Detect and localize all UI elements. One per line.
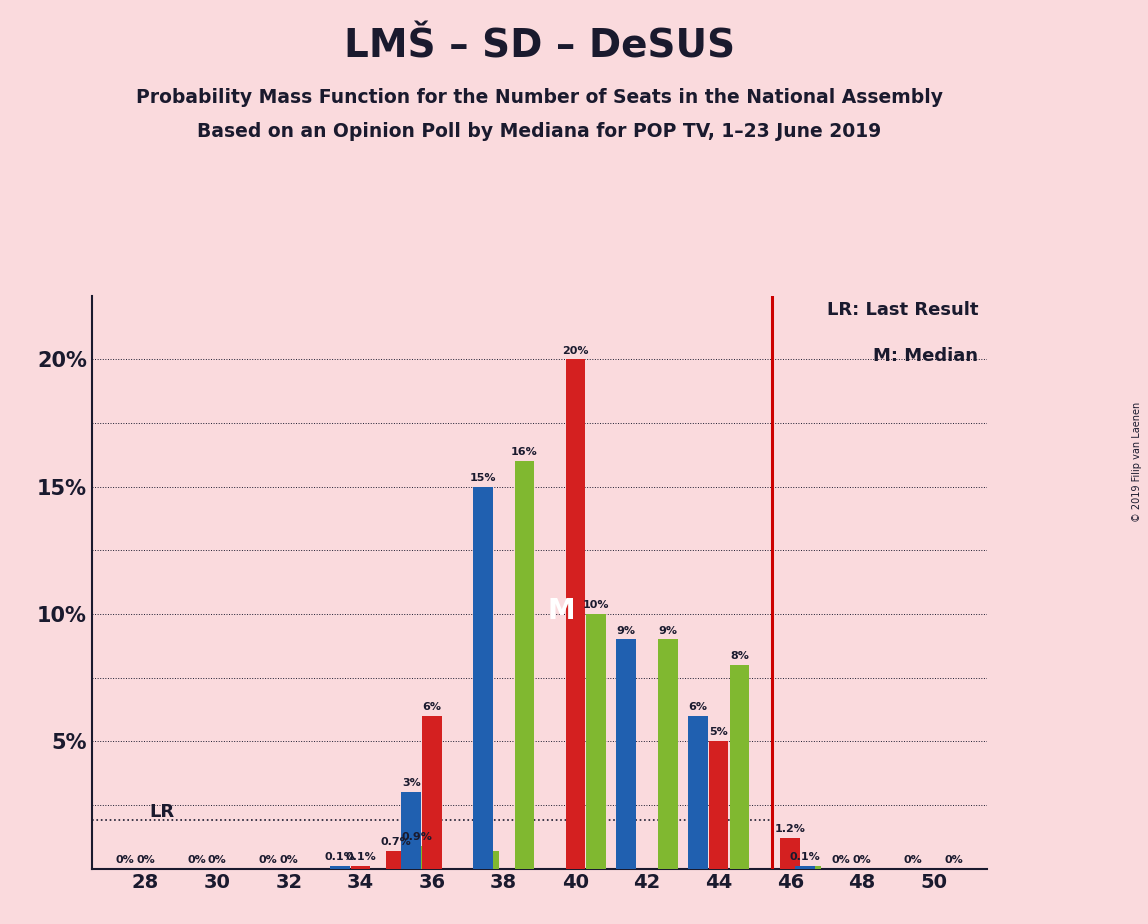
- Bar: [479, 851, 498, 869]
- Text: Probability Mass Function for the Number of Seats in the National Assembly: Probability Mass Function for the Number…: [137, 88, 943, 107]
- Text: 0%: 0%: [853, 855, 871, 865]
- Text: 0.1%: 0.1%: [346, 852, 375, 862]
- Text: 0%: 0%: [258, 855, 278, 865]
- Text: 0.1%: 0.1%: [325, 852, 355, 862]
- Text: 1.2%: 1.2%: [775, 824, 806, 834]
- Text: © 2019 Filip van Laenen: © 2019 Filip van Laenen: [1132, 402, 1142, 522]
- Text: M: M: [548, 598, 575, 626]
- Bar: [708, 741, 729, 869]
- Bar: [658, 639, 677, 869]
- Text: 0%: 0%: [832, 855, 851, 865]
- Bar: [801, 866, 821, 869]
- Text: 6%: 6%: [689, 702, 707, 712]
- Bar: [781, 838, 800, 869]
- Text: 8%: 8%: [730, 651, 748, 661]
- Text: 20%: 20%: [563, 346, 589, 356]
- Text: LMŠ – SD – DeSUS: LMŠ – SD – DeSUS: [344, 28, 735, 66]
- Bar: [796, 866, 815, 869]
- Text: M: Median: M: Median: [874, 347, 978, 365]
- Bar: [329, 866, 349, 869]
- Text: 0%: 0%: [137, 855, 155, 865]
- Text: 0%: 0%: [187, 855, 205, 865]
- Text: LR: Last Result: LR: Last Result: [827, 301, 978, 320]
- Text: 0.7%: 0.7%: [381, 837, 412, 847]
- Text: Based on an Opinion Poll by Mediana for POP TV, 1–23 June 2019: Based on an Opinion Poll by Mediana for …: [197, 122, 882, 141]
- Bar: [408, 845, 427, 869]
- Text: 0.9%: 0.9%: [402, 832, 433, 842]
- Bar: [616, 639, 636, 869]
- Bar: [422, 716, 442, 869]
- Bar: [387, 851, 406, 869]
- Text: 0%: 0%: [945, 855, 963, 865]
- Text: 9%: 9%: [658, 626, 677, 636]
- Bar: [473, 487, 492, 869]
- Bar: [402, 792, 421, 869]
- Text: 0%: 0%: [208, 855, 226, 865]
- Text: 5%: 5%: [709, 727, 728, 737]
- Bar: [587, 614, 606, 869]
- Bar: [350, 866, 371, 869]
- Text: 0%: 0%: [279, 855, 298, 865]
- Text: 9%: 9%: [616, 626, 636, 636]
- Bar: [514, 461, 534, 869]
- Text: 0%: 0%: [116, 855, 134, 865]
- Bar: [566, 359, 585, 869]
- Bar: [730, 665, 750, 869]
- Text: 0%: 0%: [903, 855, 922, 865]
- Text: 16%: 16%: [511, 447, 538, 457]
- Text: 15%: 15%: [470, 473, 496, 483]
- Text: 10%: 10%: [583, 600, 610, 610]
- Bar: [688, 716, 707, 869]
- Text: 6%: 6%: [422, 702, 442, 712]
- Text: 0.1%: 0.1%: [790, 852, 821, 862]
- Text: 3%: 3%: [402, 778, 420, 788]
- Text: LR: LR: [149, 804, 174, 821]
